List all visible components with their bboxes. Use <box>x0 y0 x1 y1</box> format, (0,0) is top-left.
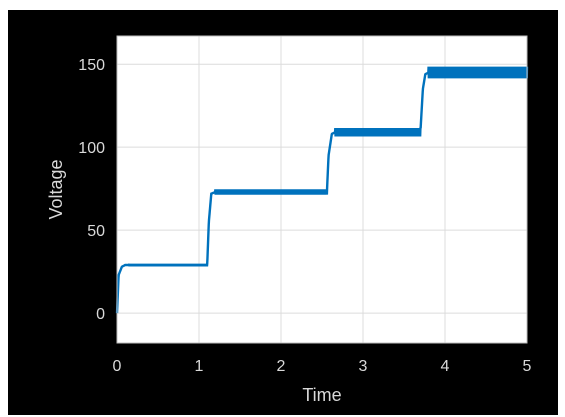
x-axis-label: Time <box>302 385 341 405</box>
y-tick-label: 150 <box>78 57 105 74</box>
x-tick-label: 0 <box>113 358 122 375</box>
y-tick-label: 0 <box>96 306 105 323</box>
x-tick-label: 3 <box>359 358 368 375</box>
series-line-0 <box>115 66 529 314</box>
y-axis-label: Voltage <box>46 159 66 219</box>
y-tick-label: 50 <box>87 223 105 240</box>
x-tick-label: 5 <box>523 358 532 375</box>
x-tick-label: 2 <box>277 358 286 375</box>
plot-frame <box>116 35 528 344</box>
x-tick-label: 1 <box>195 358 204 375</box>
x-tick-labels: 0 1 2 3 4 5 <box>113 358 532 375</box>
x-tick-label: 4 <box>441 358 450 375</box>
y-tick-labels: 0 50 100 150 <box>78 57 105 323</box>
y-tick-label: 100 <box>78 140 105 157</box>
series-layer <box>115 66 529 314</box>
